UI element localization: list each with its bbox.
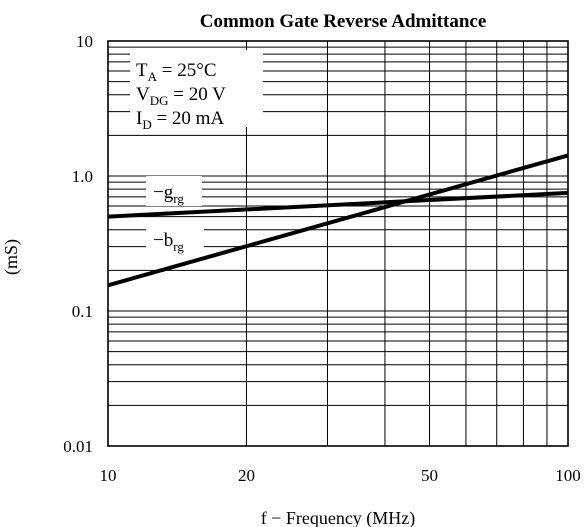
series-label-brg: −brg — [153, 230, 184, 254]
x-tick-label: 10 — [100, 466, 117, 485]
x-axis-label: f − Frequency (MHz) — [261, 508, 416, 527]
plot-frame — [107, 40, 569, 447]
x-tick-label: 50 — [421, 466, 438, 485]
series-label-grg: −grg — [153, 182, 184, 206]
condition-text: TA = 25°C — [136, 60, 217, 84]
condition-text: VDG = 20 V — [136, 84, 226, 108]
condition-text: ID = 20 mA — [136, 108, 224, 132]
y-tick-label: 0.1 — [72, 302, 93, 321]
series-label-box-brg — [146, 224, 204, 254]
x-tick-label: 100 — [555, 466, 581, 485]
series-lines — [107, 153, 569, 288]
conditions-box — [130, 50, 263, 127]
y-tick-label: 0.01 — [63, 437, 93, 456]
chart-title: Common Gate Reverse Admittance — [200, 11, 487, 32]
label-boxes — [130, 50, 263, 254]
series-label-box-grg — [146, 176, 202, 206]
y-tick-label: 1.0 — [72, 167, 93, 186]
y-tick-label: 10 — [76, 32, 93, 51]
series-line-grg — [107, 190, 569, 219]
series-line-brg — [107, 153, 569, 288]
x-tick-label: 20 — [238, 466, 255, 485]
y-axis-label: (mS) — [1, 239, 22, 275]
